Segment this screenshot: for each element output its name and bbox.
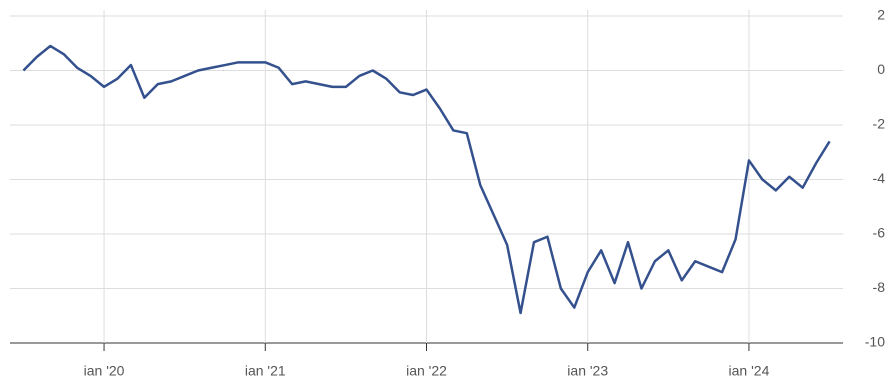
x-tick-label: ian '22	[406, 363, 447, 378]
x-tick-label: ian '24	[729, 363, 770, 378]
x-tick-label: ian '21	[245, 363, 286, 378]
y-tick-label: -6	[873, 225, 886, 241]
y-tick-label: 2	[877, 7, 885, 23]
y-tick-label: -2	[873, 116, 886, 132]
x-tick-label: ian '23	[567, 363, 608, 378]
x-tick-label: ian '20	[84, 363, 125, 378]
y-tick-label: -10	[865, 334, 885, 350]
y-tick-label: -4	[873, 170, 886, 186]
y-tick-label: 0	[877, 61, 885, 77]
line	[22, 44, 831, 315]
y-tick-label: -8	[873, 279, 886, 295]
